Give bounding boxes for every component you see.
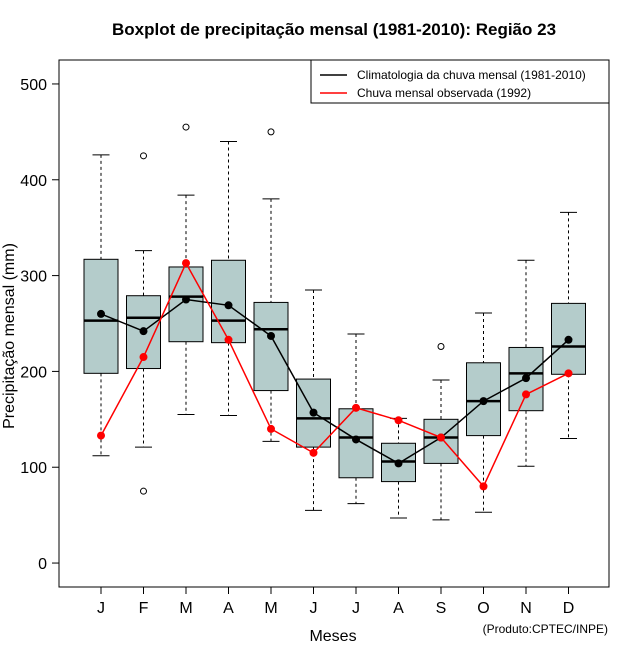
x-tick-label: D <box>563 600 575 617</box>
series-1-point <box>394 459 403 468</box>
box-iqr <box>253 301 289 392</box>
box-iqr <box>168 266 204 343</box>
box-3 <box>168 123 204 416</box>
box-8 <box>381 417 416 519</box>
series-2-point <box>267 424 275 433</box>
y-tick-label: 500 <box>20 77 47 94</box>
series-1-point <box>522 374 530 383</box>
y-tick-label: 0 <box>38 556 47 573</box>
box-6 <box>296 289 331 511</box>
series-line-1 <box>100 298 570 465</box>
y-tick-label: 400 <box>20 173 47 190</box>
y-axis-label: Precipitação mensal (mm) <box>1 243 18 429</box>
credit-text: (Produto:CPTEC/INPE) <box>483 622 608 636</box>
y-tick-label: 100 <box>20 460 47 477</box>
outlier-point <box>182 123 190 131</box>
series-2-point <box>479 482 488 491</box>
x-tick-label: J <box>352 600 360 617</box>
y-tick-label: 300 <box>20 269 47 286</box>
x-tick-label: F <box>139 600 149 617</box>
x-tick-label: M <box>264 600 277 617</box>
box-10 <box>466 312 501 513</box>
outlier-point <box>437 342 445 350</box>
series-1-point <box>564 335 573 344</box>
legend-label: Chuva mensal observada (1992) <box>357 86 531 100</box>
series-2-point <box>309 448 318 457</box>
series-line-2 <box>100 261 569 488</box>
legend: Climatologia da chuva mensal (1981-2010)… <box>310 59 610 104</box>
box-11 <box>508 259 544 467</box>
series-1-point <box>97 309 105 318</box>
outlier-point <box>140 152 147 160</box>
series-2-point <box>224 335 233 344</box>
x-tick-label: O <box>477 600 489 617</box>
box-2 <box>126 152 161 495</box>
box-1 <box>83 154 119 457</box>
box-7 <box>338 333 374 505</box>
outlier-point <box>140 487 147 495</box>
series-1-point <box>309 408 318 417</box>
series-2-point <box>97 431 105 440</box>
box-9 <box>423 342 459 521</box>
box-4 <box>211 140 246 416</box>
series-1-point <box>267 331 275 340</box>
series-1-point <box>182 295 190 304</box>
x-tick-label: A <box>223 600 234 617</box>
series-1-point <box>224 301 233 310</box>
series-2-point <box>564 369 573 378</box>
x-tick-label: A <box>393 600 404 617</box>
x-tick-label: N <box>520 600 532 617</box>
x-tick-label: S <box>436 600 447 617</box>
box-12 <box>551 211 586 439</box>
series-2-point <box>522 390 530 399</box>
x-tick-label: J <box>310 600 318 617</box>
series-2-point <box>352 403 360 412</box>
series-1-point <box>139 327 148 336</box>
y-tick-label: 200 <box>20 364 47 381</box>
legend-label: Climatologia da chuva mensal (1981-2010) <box>357 68 586 82</box>
series-2-point <box>437 433 445 442</box>
series-2-point <box>394 416 403 425</box>
box-5 <box>253 128 289 442</box>
series-1-point <box>352 435 360 444</box>
series-2-point <box>182 259 190 268</box>
chart-title: Boxplot de precipitação mensal (1981-201… <box>112 20 556 39</box>
legend-box <box>310 59 610 104</box>
series-2-point <box>139 353 148 362</box>
outlier-point <box>267 128 275 136</box>
x-axis-label: Meses <box>309 628 356 645</box>
series-1-point <box>479 397 488 406</box>
x-tick-label: M <box>179 600 192 617</box>
x-tick-label: J <box>97 600 105 617</box>
